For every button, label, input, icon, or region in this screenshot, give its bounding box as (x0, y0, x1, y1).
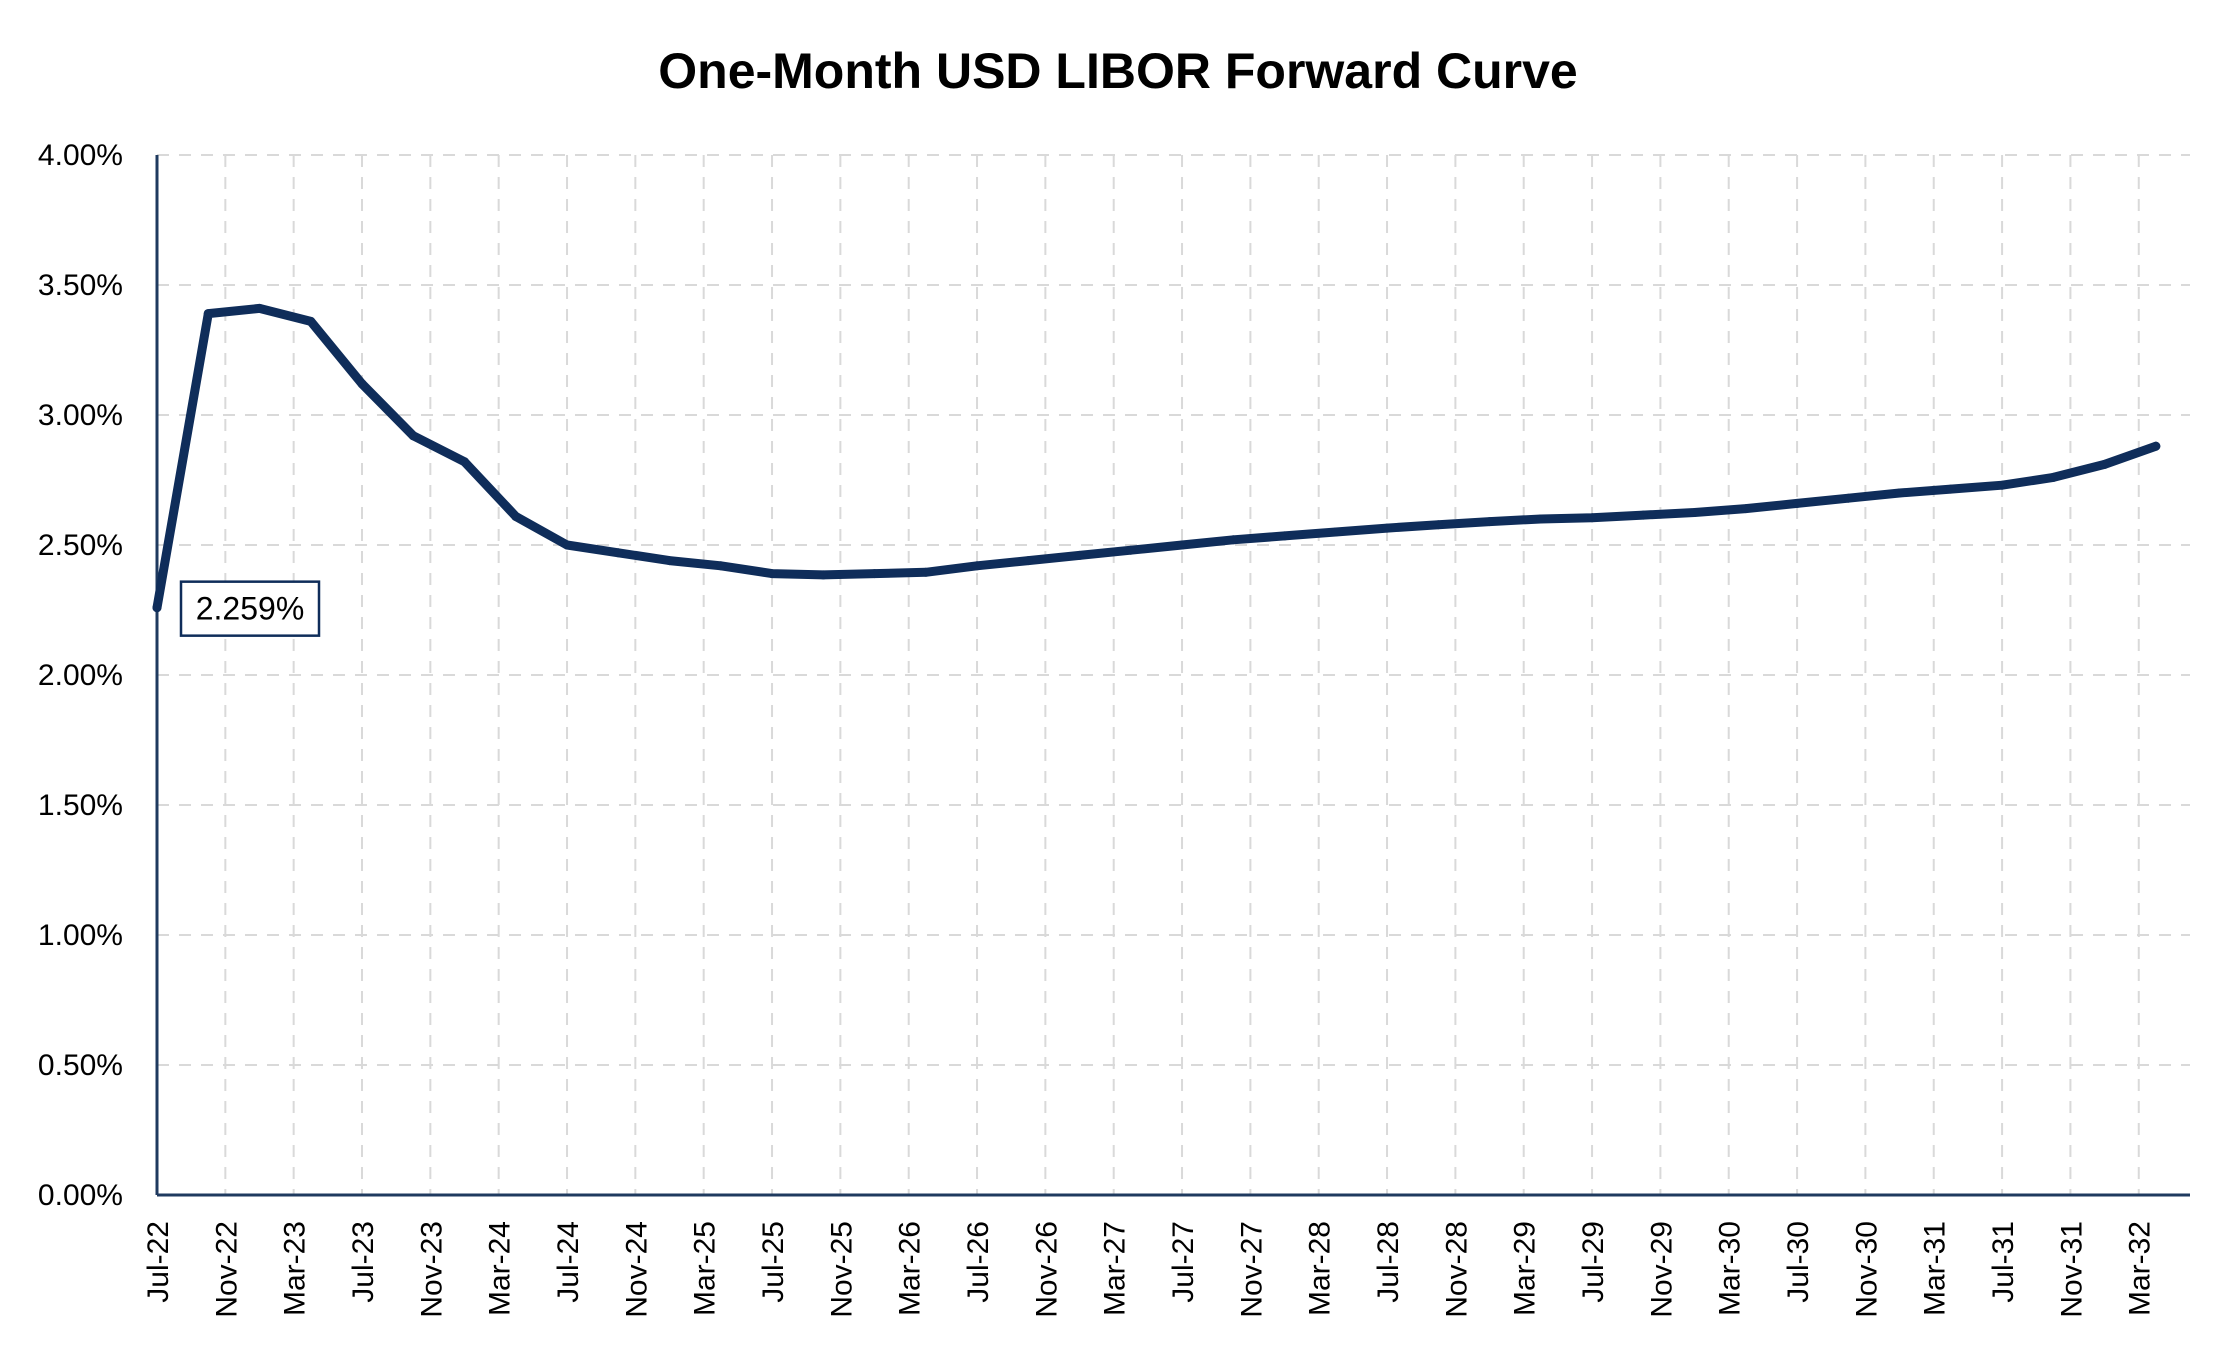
data-point (870, 569, 880, 579)
x-tick-label: Jul-24 (552, 1221, 585, 1303)
x-tick-label: Nov-29 (1645, 1221, 1678, 1318)
y-tick-label: 3.00% (38, 399, 123, 432)
data-point (460, 457, 470, 467)
axes (155, 155, 2190, 1197)
x-tick-label: Nov-24 (620, 1221, 653, 1318)
data-point (1280, 531, 1290, 541)
x-tick-label: Jul-31 (1987, 1221, 2020, 1303)
y-tick-label: 2.50% (38, 529, 123, 562)
x-tick-label: Mar-27 (1099, 1221, 1132, 1316)
data-point (2048, 472, 2058, 482)
data-point (1177, 540, 1187, 550)
x-tick-label: Nov-23 (415, 1221, 448, 1318)
x-tick-label: Nov-22 (210, 1221, 243, 1318)
y-tick-label: 2.00% (38, 659, 123, 692)
data-point (1741, 504, 1751, 514)
y-tick-label: 3.50% (38, 269, 123, 302)
x-tick-label: Mar-31 (1919, 1221, 1952, 1316)
x-tick-label: Mar-28 (1304, 1221, 1337, 1316)
data-point (306, 316, 316, 326)
data-point (716, 561, 726, 571)
x-tick-label: Mar-29 (1509, 1221, 1542, 1316)
y-tick-label: 1.00% (38, 919, 123, 952)
data-point (1075, 550, 1085, 560)
data-point (2100, 459, 2110, 469)
data-point (972, 561, 982, 571)
data-point (1485, 517, 1495, 527)
data-point (1587, 513, 1597, 523)
x-tick-label: Nov-27 (1235, 1221, 1268, 1318)
data-point (1792, 498, 1802, 508)
data-point (921, 567, 931, 577)
x-tick-label: Mar-26 (894, 1221, 927, 1316)
x-tick-label: Jul-22 (142, 1221, 175, 1303)
y-tick-label: 0.00% (38, 1179, 123, 1212)
x-tick-label: Mar-30 (1714, 1221, 1747, 1316)
chart-title: One-Month USD LIBOR Forward Curve (658, 43, 1577, 99)
annotation-layer: 2.259% (179, 580, 321, 637)
data-point (818, 570, 828, 580)
x-gridlines (224, 155, 2140, 1195)
data-point (1946, 484, 1956, 494)
data-point (562, 540, 572, 550)
data-point (1023, 556, 1033, 566)
x-tick-label: Nov-30 (1850, 1221, 1883, 1318)
x-tick-label: Jul-30 (1782, 1221, 1815, 1303)
x-tick-label: Nov-31 (2055, 1221, 2088, 1318)
x-tick-label: Nov-25 (825, 1221, 858, 1318)
data-point (1895, 488, 1905, 498)
y-tick-label: 1.50% (38, 789, 123, 822)
data-point (255, 303, 265, 313)
data-point (1331, 527, 1341, 537)
data-point (1638, 510, 1648, 520)
y-gridlines (157, 154, 2190, 1066)
data-point (1433, 520, 1443, 530)
data-point (2151, 441, 2161, 451)
data-point (357, 379, 367, 389)
series-layer (152, 303, 2161, 613)
x-tick-label: Mar-32 (2124, 1221, 2157, 1316)
data-point (408, 431, 418, 441)
data-point (1536, 514, 1546, 524)
y-tick-label: 0.50% (38, 1049, 123, 1082)
data-point (613, 548, 623, 558)
data-point (1126, 545, 1136, 555)
data-point (665, 556, 675, 566)
x-tick-label: Nov-28 (1440, 1221, 1473, 1318)
data-point (203, 309, 213, 319)
x-tick-label: Nov-26 (1030, 1221, 1063, 1318)
data-point (1843, 493, 1853, 503)
series-line (152, 303, 2161, 613)
x-tick-label: Jul-26 (962, 1221, 995, 1303)
x-tick-label: Mar-24 (484, 1221, 517, 1316)
data-label: 2.259% (179, 580, 321, 637)
x-axis-tick-labels: Jul-22 Nov-22 Mar-23 Jul-23 Nov-23 Mar-24 Jul-… (142, 1221, 2157, 1318)
data-point (767, 569, 777, 579)
x-tick-label: Mar-23 (279, 1221, 312, 1316)
data-point (1228, 535, 1238, 545)
data-label-text: 2.259% (196, 591, 305, 627)
data-point (152, 603, 162, 613)
x-tick-label: Mar-25 (689, 1221, 722, 1316)
data-point (511, 511, 521, 521)
data-point (1997, 480, 2007, 490)
x-tick-label: Jul-23 (347, 1221, 380, 1303)
y-axis-tick-labels: 0.00% 0.50% 1.00% 1.50% 2.00% 2.50% 3.00% 3.50%… (38, 139, 123, 1212)
x-tick-label: Jul-25 (757, 1221, 790, 1303)
x-tick-label: Jul-28 (1372, 1221, 1405, 1303)
data-label-box (179, 580, 321, 637)
x-tick-label: Jul-29 (1577, 1221, 1610, 1303)
x-tick-label: Jul-27 (1167, 1221, 1200, 1303)
data-point (1382, 523, 1392, 533)
data-point (1690, 508, 1700, 517)
y-tick-label: 4.00% (38, 139, 123, 172)
